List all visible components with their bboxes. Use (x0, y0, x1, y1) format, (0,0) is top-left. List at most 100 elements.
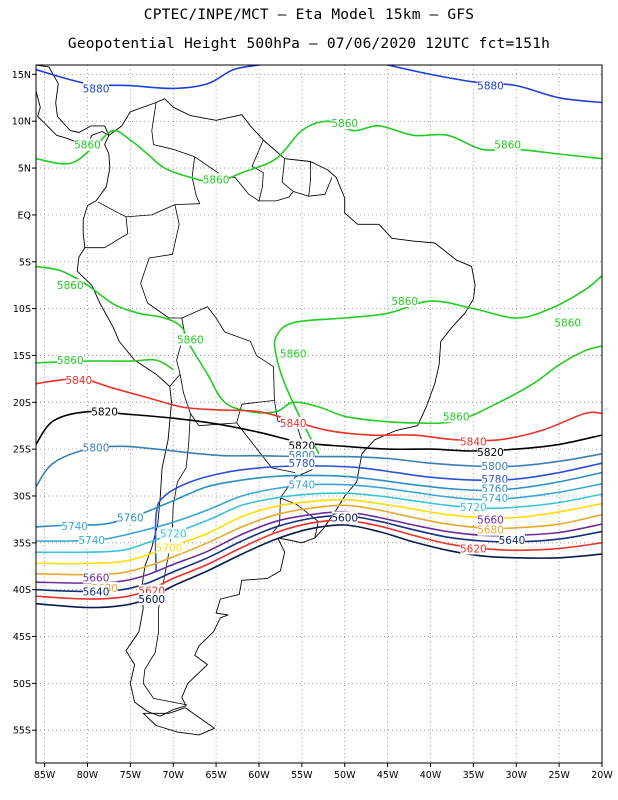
contour-label-5860: 5860 (443, 411, 470, 423)
coastlines-and-borders (36, 42, 476, 736)
contour-label-bg (155, 541, 182, 554)
lat-tick-label: 30S (13, 491, 31, 502)
contour-label-bg (160, 527, 187, 540)
contour-label-5640: 5640 (83, 587, 110, 599)
lat-tick-label: 45S (13, 632, 31, 643)
contour-5860 (273, 275, 602, 455)
contour-label-bg (83, 585, 110, 598)
lat-tick-label: 5S (19, 257, 31, 268)
contour-label-bg (83, 82, 110, 95)
contour-5620 (36, 519, 602, 600)
lon-tick-label: 80W (77, 770, 99, 781)
contour-label-bg (331, 511, 358, 524)
contour-label-5840: 5840 (280, 418, 307, 430)
contour-label-bg (481, 459, 508, 472)
lat-tick-label: 5N (18, 164, 31, 175)
map-title-line1: CPTEC/INPE/MCT – Eta Model 15km – GFS (143, 7, 475, 23)
contour-label-5640: 5640 (499, 535, 526, 547)
lat-tick-label: 15S (13, 351, 31, 362)
contour-label-5760: 5760 (117, 513, 144, 525)
lat-tick-label: 20S (13, 398, 31, 409)
contour-label-5620: 5620 (460, 543, 487, 555)
lon-tick-label: 20W (591, 770, 613, 781)
plot-frame (35, 64, 603, 764)
contour-label-bg (481, 491, 508, 504)
contour-label-bg (477, 513, 504, 526)
contour-label-5860: 5860 (494, 140, 521, 152)
contour-label-5880: 5880 (83, 83, 110, 95)
lon-tick-label: 50W (334, 770, 356, 781)
contour-label-bg (61, 519, 88, 532)
contour-label-5740: 5740 (481, 493, 508, 505)
contour-label-bg (288, 457, 315, 470)
lon-tick-label: 30W (506, 770, 528, 781)
contour-label-5860: 5860 (554, 318, 581, 330)
contour-label-5800: 5800 (481, 461, 508, 473)
lat-tick-label: 35S (13, 538, 31, 549)
contour-label-bg (288, 478, 315, 491)
contour-label-bg (477, 445, 504, 458)
contour-label-bg (477, 79, 504, 92)
contour-label-5860: 5860 (331, 118, 358, 130)
contour-label-bg (498, 534, 525, 547)
contour-label-5860: 5860 (177, 335, 204, 347)
south-america-coastline (76, 98, 476, 717)
lon-tick-label: 60W (248, 770, 270, 781)
lat-tick-label: 50S (13, 679, 31, 690)
map-title-line2: Geopotential Height 500hPa – 07/06/2020 … (67, 36, 551, 52)
contour-label-5680: 5680 (477, 525, 504, 537)
contour-label-bg (288, 439, 315, 452)
contour-label-5740: 5740 (78, 535, 105, 547)
lat-tick-label: 55S (13, 726, 31, 737)
lon-tick-label: 75W (120, 770, 142, 781)
contour-label-bg (203, 173, 230, 186)
contour-label-bg (481, 482, 508, 495)
contour-label-5740: 5740 (61, 521, 88, 533)
lat-tick-label: 10S (13, 304, 31, 315)
contour-label-5840: 5840 (460, 437, 487, 449)
lon-tick-label: 55W (291, 770, 313, 781)
lon-tick-label: 40W (420, 770, 442, 781)
lon-tick-label: 85W (34, 770, 56, 781)
contour-label-bg (477, 523, 504, 536)
contour-label-5600: 5600 (138, 594, 165, 606)
contour-label-5860: 5860 (280, 349, 307, 361)
contour-label-5740: 5740 (288, 480, 315, 492)
caribbean-coastline (197, 42, 211, 47)
lat-tick-label: EQ (18, 210, 31, 221)
contour-label-bg (91, 405, 118, 418)
contour-label-5840: 5840 (66, 375, 93, 387)
lon-tick-label: 35W (463, 770, 485, 781)
contour-label-5860: 5860 (203, 174, 230, 186)
lat-tick-label: 15N (12, 70, 31, 81)
contour-label-5800: 5800 (83, 442, 110, 454)
contour-label-5700: 5700 (156, 543, 183, 555)
contour-5840 (36, 378, 602, 442)
contour-label-5780: 5780 (288, 458, 315, 470)
contour-label-bg (83, 571, 110, 584)
contour-label-bg (117, 511, 144, 524)
lon-tick-label: 45W (377, 770, 399, 781)
contour-label-bg (57, 354, 84, 367)
contour-label-bg (78, 534, 105, 547)
contour-label-5820: 5820 (477, 447, 504, 459)
lon-tick-label: 70W (162, 770, 184, 781)
contour-lines: 5880 5880 5860 5860 5860 5860 5860 5860 5860 5860… (36, 65, 602, 609)
lon-tick-label: 65W (205, 770, 227, 781)
axis-ticks: 15N 10N 5N EQ 5S 10S 15S 20S 25S 30S 35S 40S 45S 50S 5… (12, 70, 614, 781)
contour-5860 (36, 120, 602, 184)
contour-label-bg (280, 347, 307, 360)
contour-label-5860: 5860 (57, 355, 84, 367)
contour-label-5860: 5860 (74, 140, 101, 152)
lat-tick-label: 25S (13, 445, 31, 456)
contour-5880 (36, 65, 260, 90)
contour-label-bg (280, 416, 307, 429)
lat-tick-label: 40S (13, 585, 31, 596)
contour-5720 (36, 492, 602, 554)
contour-label-bg (138, 593, 165, 606)
contour-label-bg (83, 441, 110, 454)
contour-label-bg (177, 333, 204, 346)
contour-label-bg (494, 138, 521, 151)
contour-label-bg (554, 316, 581, 329)
